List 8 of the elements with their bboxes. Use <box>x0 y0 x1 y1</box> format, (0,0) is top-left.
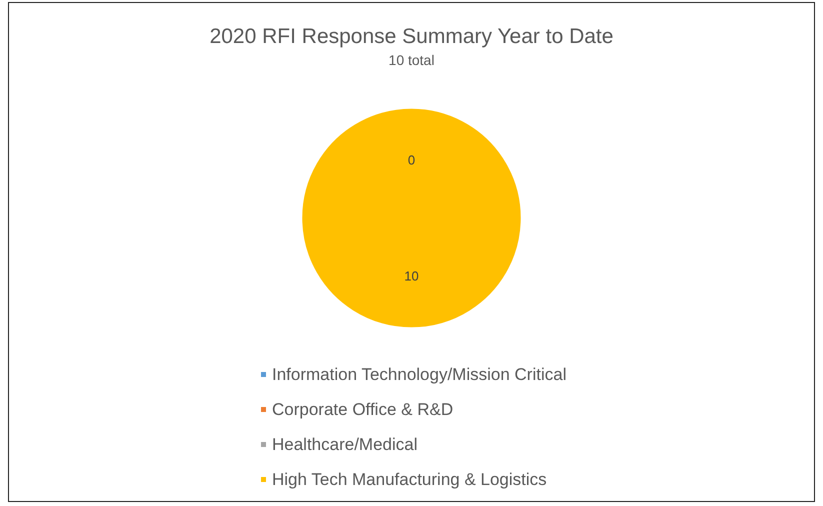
chart-subtitle: 10 total <box>388 52 434 68</box>
legend-label: High Tech Manufacturing & Logistics <box>272 470 547 489</box>
data-label: 10 <box>404 268 419 284</box>
legend-label: Healthcare/Medical <box>272 435 418 454</box>
legend-label: Information Technology/Mission Critical <box>272 365 566 384</box>
chart-title: 2020 RFI Response Summary Year to Date <box>210 25 614 48</box>
legend-label: Corporate Office & R&D <box>272 400 454 419</box>
text: 0 <box>408 152 416 168</box>
